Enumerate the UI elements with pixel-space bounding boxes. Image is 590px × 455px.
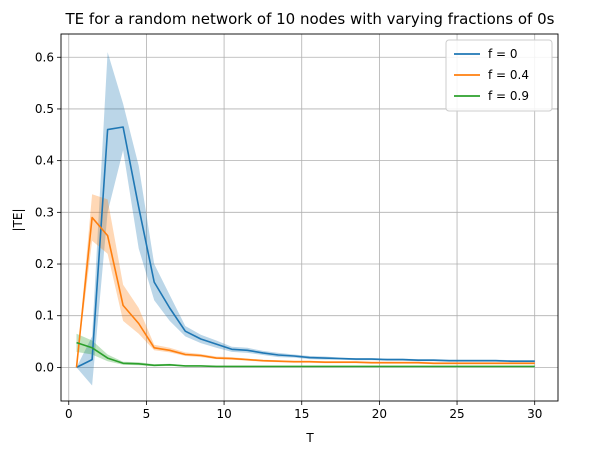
x-tick-label: 10 xyxy=(216,407,231,421)
x-tick-label: 0 xyxy=(65,407,73,421)
x-tick-label: 15 xyxy=(294,407,309,421)
legend-label-2: f = 0.9 xyxy=(488,89,529,103)
y-tick-label: 0.4 xyxy=(35,154,54,168)
legend-box xyxy=(445,39,553,112)
y-tick-label: 0.3 xyxy=(35,205,54,219)
y-tick-label: 0.6 xyxy=(35,50,54,64)
x-axis-label: T xyxy=(305,431,314,445)
x-axis-ticks: 0 5 10 15 20 25 30 xyxy=(65,401,542,421)
y-tick-label: 0.1 xyxy=(35,309,54,323)
series-lines xyxy=(75,126,535,369)
y-axis-label: |TE| xyxy=(11,209,25,232)
x-tick-label: 5 xyxy=(143,407,151,421)
series-0-line xyxy=(76,126,535,369)
legend-label-0: f = 0 xyxy=(488,47,518,61)
y-tick-label: 0.2 xyxy=(35,257,54,271)
chart-title: TE for a random network of 10 nodes with… xyxy=(65,10,555,28)
x-tick-label: 30 xyxy=(527,407,542,421)
y-axis-ticks: 0.0 0.1 0.2 0.3 0.4 0.5 0.6 xyxy=(35,50,61,374)
x-tick-label: 20 xyxy=(372,407,387,421)
series-1-line xyxy=(75,216,535,368)
legend: f = 0 f = 0.4 f = 0.9 xyxy=(445,39,553,112)
series-2-line xyxy=(76,341,535,368)
x-tick-label: 25 xyxy=(449,407,464,421)
y-tick-label: 0.0 xyxy=(35,360,54,374)
plot-frame xyxy=(60,33,559,402)
y-tick-label: 0.5 xyxy=(35,102,54,116)
legend-label-1: f = 0.4 xyxy=(488,68,529,82)
